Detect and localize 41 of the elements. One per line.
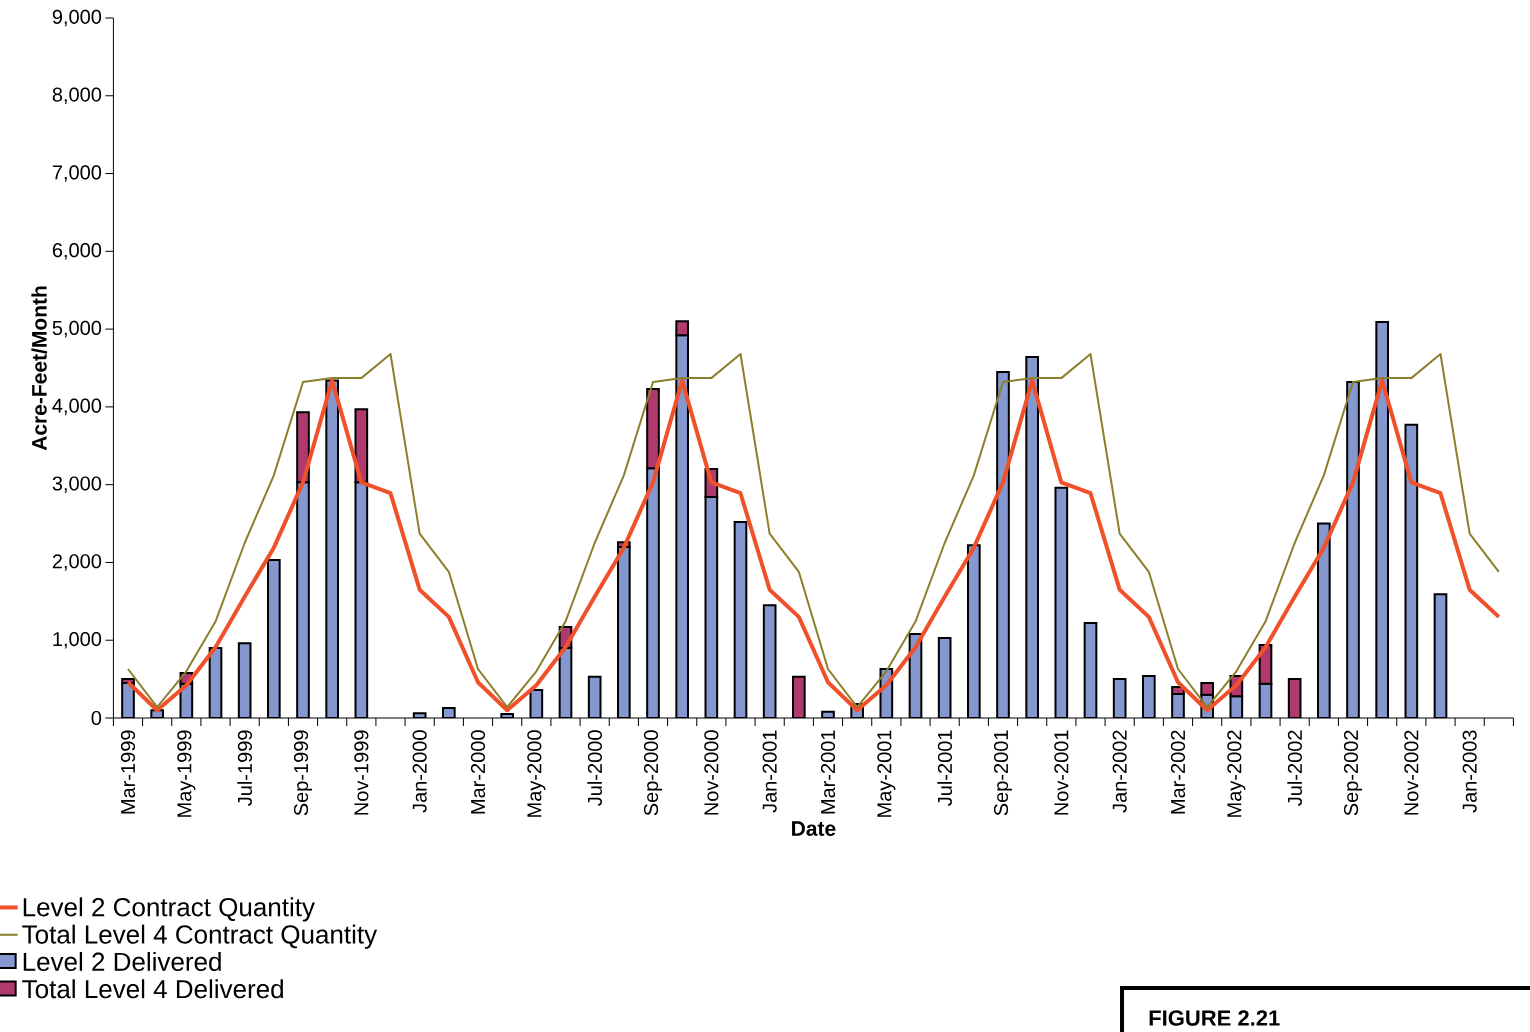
y-tick-label: 0: [91, 710, 102, 726]
y-tick-label: 4,000: [52, 398, 102, 416]
x-tick-label: Jan-2001: [762, 730, 777, 813]
x-tick-label: Sep-2000: [643, 730, 663, 816]
x-tick-label: Nov-2002: [1404, 730, 1419, 815]
x-tick-label: Sep-1999: [293, 730, 313, 816]
legend-label: Total Level 4 Contract Quantity: [22, 924, 378, 949]
y-tick-label: 5,000: [52, 320, 102, 338]
x-tick-label: Sep-2002: [1343, 730, 1363, 816]
y-tick-label: 2,000: [52, 554, 102, 571]
x-tick-label: Jul-1999: [237, 730, 253, 806]
x-tick-label: Jan-2000: [412, 730, 427, 813]
x-tick-label: Nov-2000: [704, 730, 719, 815]
x-tick-label: Jan-2003: [1462, 730, 1477, 813]
x-tick-label: Nov-1999: [354, 730, 369, 815]
x-tick-label: May-2001: [877, 730, 896, 817]
y-tick-label: 3,000: [52, 476, 102, 493]
legend-label: Total Level 4 Delivered: [22, 979, 283, 999]
x-tick-label: Sep-2001: [993, 730, 1013, 816]
y-tick-label: 7,000: [52, 165, 102, 182]
x-tick-label: Nov-2001: [1054, 730, 1069, 815]
x-tick-label: Jul-2002: [1287, 730, 1303, 806]
y-tick-label: 8,000: [52, 87, 102, 105]
x-tick-label: Mar-2001: [820, 730, 836, 814]
x-tick-label: Jul-2001: [937, 730, 953, 806]
y-tick-label: 9,000: [52, 9, 102, 27]
y-tick-label: 6,000: [52, 243, 102, 260]
caption: FIGURE 2.21: [1149, 1010, 1280, 1026]
x-tick-label: May-1999: [177, 730, 196, 817]
legend-label: Level 2 Delivered: [23, 951, 221, 972]
y-axis-title: Acre-Feet/Month: [31, 286, 48, 451]
x-tick-label: Mar-2000: [470, 730, 486, 814]
x-tick-label: Mar-2002: [1170, 730, 1186, 814]
x-tick-label: May-2000: [527, 730, 546, 817]
x-axis-title: Date: [792, 821, 836, 836]
legend-label: Level 2 Contract Quantity: [23, 897, 315, 922]
x-tick-label: Jul-2000: [587, 730, 603, 806]
x-tick-label: Mar-1999: [120, 730, 136, 814]
x-tick-label: Jan-2002: [1112, 730, 1127, 813]
y-tick-label: 1,000: [53, 631, 102, 649]
x-tick-label: May-2002: [1227, 730, 1246, 817]
